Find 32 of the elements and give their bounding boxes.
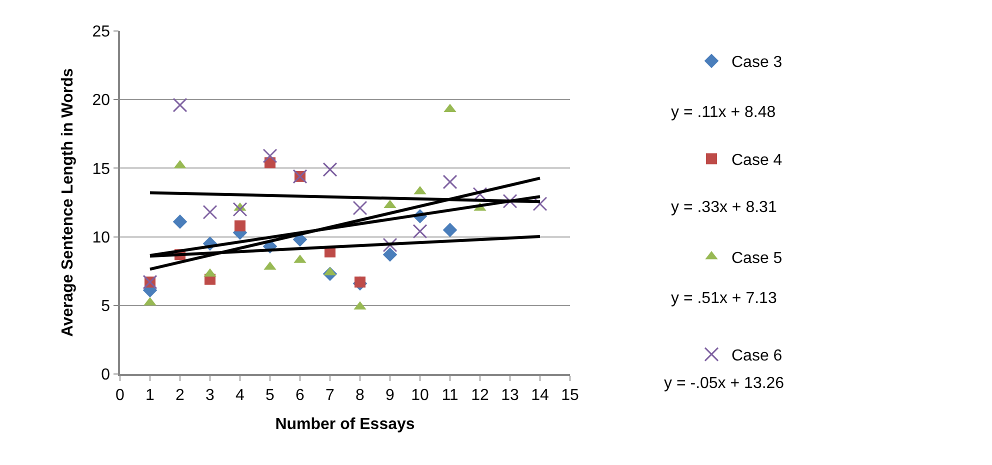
- x-tick-label: 5: [266, 386, 275, 404]
- legend-label: Case 3: [732, 54, 782, 72]
- y-tick-label: 0: [101, 366, 110, 384]
- legend-label: Case 5: [732, 250, 782, 267]
- x-axis-title: Number of Essays: [275, 416, 415, 434]
- x-tick-label: 0: [116, 386, 125, 404]
- text: y = .33x + 8.31: [671, 199, 777, 216]
- legend-label: Case 4: [732, 152, 782, 169]
- x-tick-label: 3: [206, 386, 215, 404]
- text: y = .11x + 8.48: [671, 104, 776, 121]
- y-tick-label: 20: [92, 92, 110, 110]
- legend-label: Case 6: [732, 348, 782, 365]
- x-tick-label: 13: [501, 386, 519, 404]
- x-tick-label: 4: [236, 386, 245, 404]
- x-tick-label: 10: [411, 386, 429, 404]
- y-tick-label: 5: [101, 298, 110, 315]
- x-tick-label: 9: [386, 386, 395, 404]
- x-tick-label: 2: [176, 386, 185, 404]
- y-tick-label: 15: [92, 160, 110, 178]
- text: y = -.05x + 13.26: [664, 375, 784, 392]
- x-tick-label: 7: [326, 386, 335, 404]
- x-tick-label: 11: [442, 386, 458, 404]
- x-tick-label: 1: [146, 386, 155, 404]
- y-axis-title: Average Sentence Length in Words: [60, 68, 77, 337]
- y-tick-label: 10: [92, 229, 110, 246]
- x-tick-label: 6: [296, 386, 305, 404]
- x-tick-label: 12: [471, 386, 489, 404]
- x-tick-label: 8: [356, 386, 365, 404]
- x-tick-label: 15: [561, 386, 579, 404]
- x-tick-label: 14: [531, 386, 549, 404]
- y-tick-label: 25: [92, 24, 110, 41]
- text: y = .51x + 7.13: [671, 290, 777, 307]
